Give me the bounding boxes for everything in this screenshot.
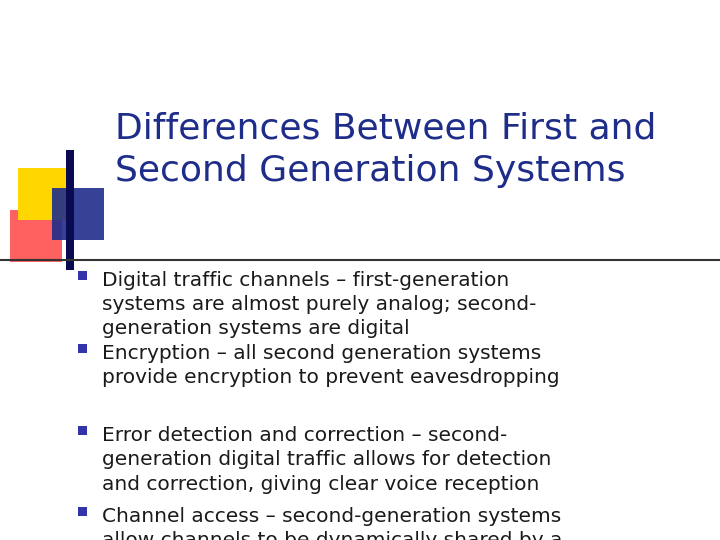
- FancyBboxPatch shape: [66, 150, 74, 270]
- FancyBboxPatch shape: [52, 188, 104, 240]
- Text: Encryption – all second generation systems
provide encryption to prevent eavesdr: Encryption – all second generation syste…: [102, 344, 559, 387]
- FancyBboxPatch shape: [78, 426, 87, 435]
- Text: Digital traffic channels – first-generation
systems are almost purely analog; se: Digital traffic channels – first-generat…: [102, 271, 536, 339]
- FancyBboxPatch shape: [78, 507, 87, 516]
- Text: Error detection and correction – second-
generation digital traffic allows for d: Error detection and correction – second-…: [102, 426, 552, 494]
- FancyBboxPatch shape: [78, 271, 87, 280]
- Text: Differences Between First and
Second Generation Systems: Differences Between First and Second Gen…: [115, 112, 657, 188]
- FancyBboxPatch shape: [10, 210, 62, 262]
- Text: Channel access – second-generation systems
allow channels to be dynamically shar: Channel access – second-generation syste…: [102, 507, 562, 540]
- FancyBboxPatch shape: [78, 344, 87, 353]
- FancyBboxPatch shape: [18, 168, 70, 220]
